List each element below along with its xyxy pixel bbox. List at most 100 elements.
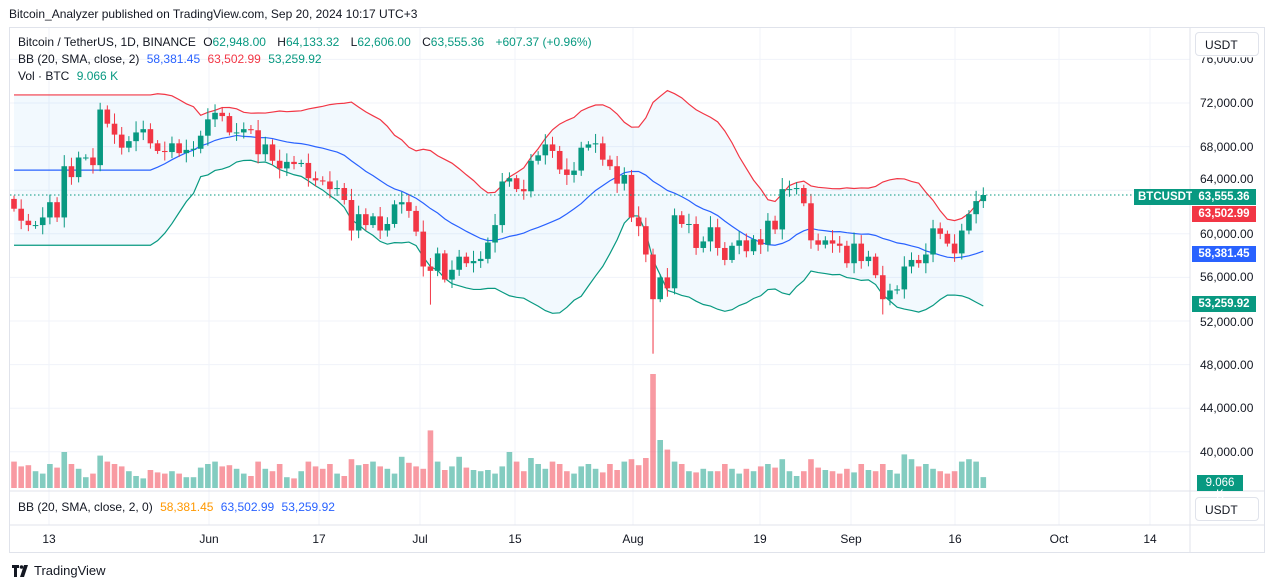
high-value: 64,133.32 (285, 35, 340, 49)
bb-legend[interactable]: BB (20, SMA, close, 2) 58,381.45 63,502.… (18, 52, 326, 66)
volume-bar (765, 464, 771, 488)
volume-bar (240, 473, 247, 488)
price-axis-label: 60,000.00 (1200, 226, 1254, 241)
volume-bar (808, 459, 814, 488)
volume-bar (384, 468, 391, 488)
candle-body (363, 214, 369, 226)
price-tag: 63,555.36 (1192, 189, 1256, 205)
volume-bar (865, 470, 872, 488)
candle-body (707, 227, 714, 242)
currency-button[interactable]: USDT (1195, 32, 1259, 56)
volume-bar (944, 473, 951, 488)
candle-body (334, 188, 340, 190)
volume-bar (18, 466, 24, 488)
volume-value: 9.066 K (76, 69, 119, 83)
candle-body (291, 161, 297, 165)
volume-bar (635, 465, 642, 488)
candle-body (513, 178, 520, 190)
bottom-bb-label: BB (20, SMA, close, 2, 0) (18, 500, 153, 514)
candle-body (47, 202, 53, 218)
volume-bar (190, 477, 197, 488)
candle-body (923, 254, 929, 264)
candle-body (556, 150, 563, 170)
candle-body (219, 112, 226, 117)
candle-body (97, 109, 103, 166)
volume-bar (118, 466, 125, 488)
volume-bar (161, 473, 168, 488)
volume-bar (284, 477, 290, 488)
time-axis-label: Sep (840, 532, 862, 546)
tradingview-logo[interactable]: TradingView (12, 563, 106, 578)
volume-bar (614, 470, 620, 488)
price-axis-label: 44,000.00 (1200, 401, 1254, 416)
volume-bar (872, 471, 879, 488)
volume-bar (298, 471, 304, 488)
volume-bar (678, 464, 685, 488)
bb-upper: 63,502.99 (207, 52, 261, 66)
candle-body (657, 277, 663, 300)
candle-body (693, 223, 699, 248)
candle-body (470, 261, 477, 264)
candle-body (319, 180, 326, 182)
volume-bar (736, 473, 742, 488)
volume-bar (370, 461, 376, 488)
candle-body (176, 143, 182, 154)
symbol-tag: BTCUSDT (1134, 189, 1197, 205)
volume-bar (980, 477, 987, 488)
candle-body (449, 269, 455, 280)
volume-bar (377, 466, 383, 488)
volume-bar (97, 455, 103, 488)
volume-bar (520, 471, 527, 488)
volume-bar (363, 464, 369, 488)
candle-body (858, 243, 865, 262)
candle-body (54, 202, 60, 218)
candle-body (585, 144, 592, 148)
volume-legend[interactable]: Vol · BTC 9.066 K (18, 69, 122, 83)
candle-body (865, 256, 872, 262)
candle-body (628, 174, 635, 218)
volume-bar (11, 461, 17, 488)
volume-bar (793, 476, 800, 488)
open-value: 62,948.00 (212, 35, 266, 49)
candle-body (147, 129, 154, 144)
candle-body (391, 204, 398, 224)
candle-body (118, 134, 125, 148)
time-axis-label: 13 (42, 532, 56, 546)
bb-basis-line (14, 134, 984, 259)
candle-body (83, 157, 89, 159)
candle-body (226, 116, 233, 133)
candle-body (894, 289, 900, 291)
volume-bar (621, 461, 628, 488)
volume-bar (815, 467, 821, 488)
volume-bar (276, 464, 283, 488)
symbol-legend[interactable]: Bitcoin / TetherUS, 1D, BINANCE O62,948.… (18, 35, 596, 49)
candle-body (133, 132, 139, 142)
volume-bar (930, 468, 936, 488)
bb-fill (14, 90, 984, 314)
candle-body (678, 215, 685, 224)
volume-bar (255, 461, 261, 488)
change-value: +607.37 (+0.96%) (495, 35, 592, 49)
candle-body (757, 239, 764, 245)
volume-bar (973, 461, 979, 488)
volume-bar (32, 471, 39, 488)
candle-body (786, 189, 793, 191)
time-axis-label: 14 (1143, 532, 1157, 546)
candle-body (793, 188, 800, 190)
candle-body (779, 189, 786, 230)
volume-bar (434, 461, 441, 488)
volume-bar (398, 456, 405, 488)
price-axis-label: 48,000.00 (1200, 357, 1254, 372)
volume-bar (463, 467, 470, 488)
candle-body (743, 240, 750, 252)
volume-bar (564, 471, 570, 488)
bottom-bb-legend[interactable]: BB (20, SMA, close, 2, 0) 58,381.45 63,5… (18, 500, 339, 514)
candle-body (384, 223, 391, 231)
currency-button-bottom[interactable]: USDT (1195, 497, 1259, 521)
candle-body (808, 203, 814, 241)
candle-body (571, 170, 577, 175)
volume-bar (47, 464, 53, 488)
candle-body (233, 132, 240, 134)
bb-lower-line (14, 159, 984, 314)
